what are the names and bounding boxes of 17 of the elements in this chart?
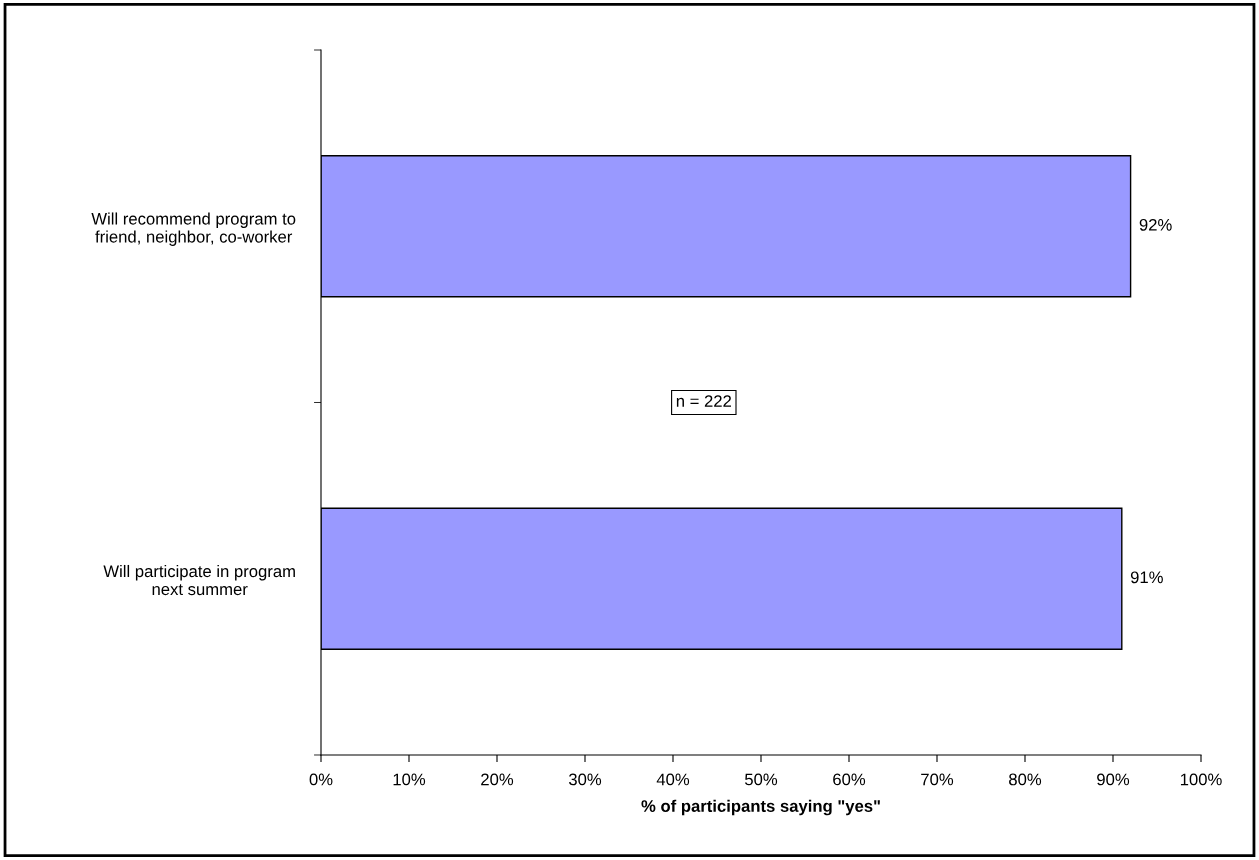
x-tick-label: 20%	[481, 773, 514, 786]
x-tick-label: 50%	[744, 773, 778, 786]
x-tick-label: 100%	[1180, 773, 1222, 786]
x-tick-label: 60%	[833, 773, 866, 786]
x-axis-title: % of participants saying "yes"	[641, 799, 880, 816]
y-tick-label: Will recommend program to friend, neighbor, co-worker	[91, 212, 296, 246]
x-tick-label: 40%	[656, 773, 690, 786]
x-tick-label: 30%	[568, 773, 602, 786]
data-label: 91%	[1130, 571, 1163, 584]
data-label: 92%	[1139, 218, 1172, 231]
annotation: n = 222	[676, 395, 731, 407]
x-tick-label: 0%	[309, 773, 333, 786]
x-tick-label: 10%	[393, 773, 426, 786]
x-tick-label: 90%	[1097, 773, 1130, 786]
y-tick-label: Will participate in program next summer	[103, 564, 295, 596]
x-tick-label: 80%	[1009, 773, 1042, 786]
x-tick-label: 70%	[921, 773, 954, 786]
